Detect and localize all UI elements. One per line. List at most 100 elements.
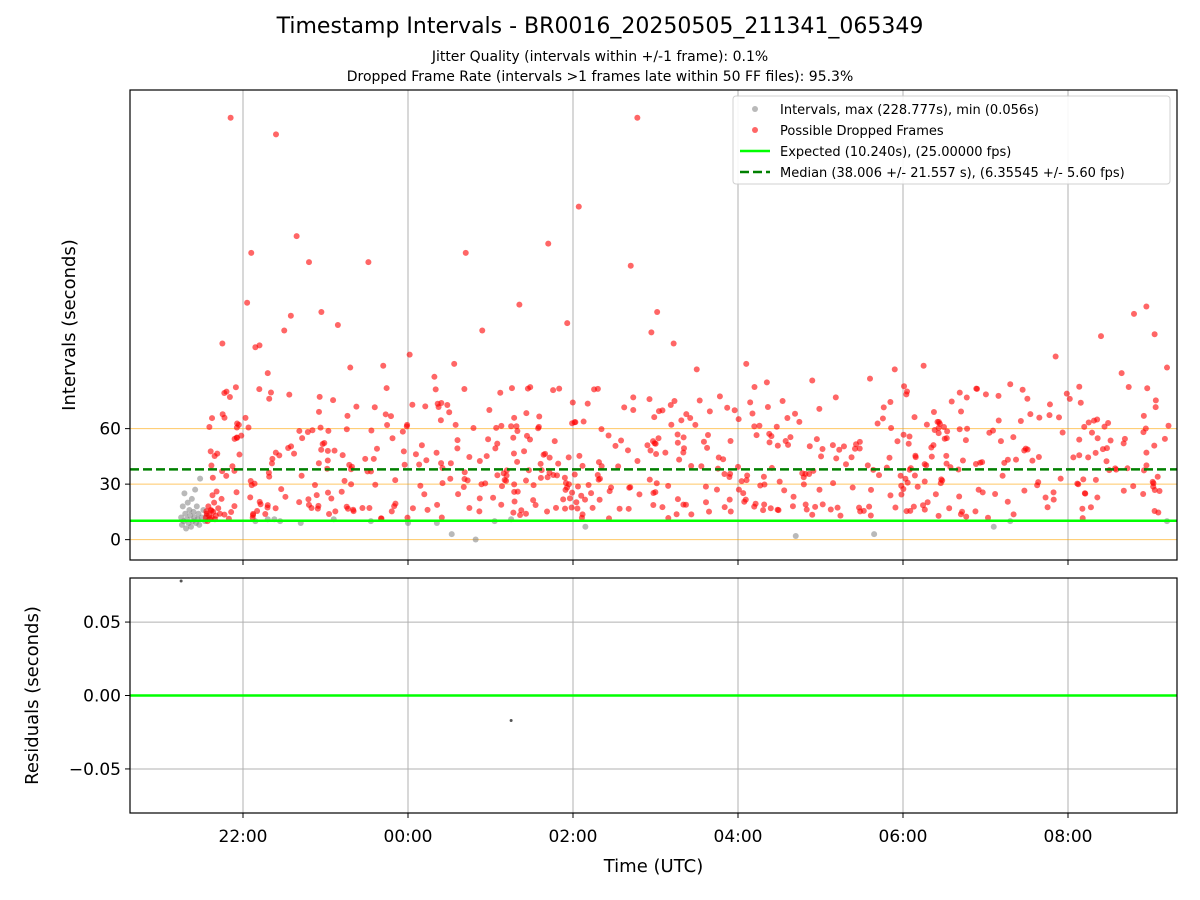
- dropped-frame-point: [503, 477, 510, 484]
- dropped-frame-point: [513, 423, 520, 430]
- dropped-frame-point: [598, 426, 605, 433]
- dropped-frame-point: [497, 389, 504, 396]
- dropped-frame-point: [1024, 395, 1031, 402]
- dropped-frame-point: [565, 454, 572, 461]
- dropped-frame-point: [1149, 478, 1156, 485]
- dropped-frame-point: [1010, 434, 1017, 441]
- interval-point: [448, 531, 455, 538]
- dropped-frame-point: [248, 249, 255, 256]
- dropped-frame-point: [935, 512, 942, 519]
- dropped-frame-point: [269, 455, 276, 462]
- dropped-frame-point: [498, 422, 505, 429]
- dropped-frame-point: [350, 508, 357, 515]
- dropped-frame-point: [282, 493, 289, 500]
- dropped-frame-point: [554, 472, 561, 479]
- dropped-frame-point: [1144, 385, 1151, 392]
- dropped-frame-point: [446, 409, 453, 416]
- dropped-frame-point: [286, 391, 293, 398]
- legend-entry: Possible Dropped Frames: [780, 124, 944, 139]
- dropped-frame-point: [995, 417, 1002, 424]
- interval-point: [181, 490, 188, 497]
- dropped-frame-point: [288, 443, 295, 450]
- dropped-frame-point: [800, 474, 807, 481]
- legend-entry: Median (38.006 +/- 21.557 s), (6.35545 +…: [780, 166, 1125, 181]
- dropped-frame-point: [447, 460, 454, 467]
- dropped-frame-point: [982, 391, 989, 398]
- dropped-frame-point: [316, 393, 323, 400]
- dropped-frame-point: [334, 322, 341, 328]
- dropped-frame-point: [1085, 454, 1092, 461]
- dropped-frame-point: [930, 442, 937, 449]
- dropped-frame-point: [595, 476, 602, 483]
- dropped-frame-point: [476, 495, 483, 502]
- dropped-frame-point: [1077, 399, 1084, 406]
- dropped-frame-point: [516, 301, 523, 308]
- dropped-frame-point: [761, 501, 768, 508]
- dropped-frame-point: [678, 417, 685, 424]
- dropped-frame-point: [575, 203, 582, 210]
- dropped-frame-point: [213, 488, 220, 495]
- dropped-frame-point: [400, 448, 407, 455]
- dropped-frame-point: [317, 424, 324, 431]
- dropped-frame-point: [281, 327, 288, 334]
- dropped-frame-point: [462, 249, 469, 256]
- dropped-frame-point: [747, 399, 754, 406]
- interval-point: [197, 475, 204, 482]
- dropped-frame-point: [674, 431, 681, 438]
- dropped-frame-point: [518, 507, 525, 514]
- dropped-frame-point: [326, 510, 333, 517]
- dropped-frame-point: [948, 398, 955, 405]
- dropped-frame-point: [594, 385, 601, 392]
- dropped-frame-point: [903, 391, 910, 398]
- dropped-frame-point: [370, 455, 377, 462]
- dropped-frame-point: [517, 512, 524, 519]
- dropped-frame-point: [498, 501, 505, 508]
- dropped-frame-point: [383, 385, 390, 392]
- dropped-frame-point: [421, 491, 428, 498]
- dropped-frame-point: [806, 471, 813, 478]
- dropped-frame-point: [272, 449, 279, 456]
- dropped-frame-point: [818, 453, 825, 460]
- dropped-frame-point: [1151, 487, 1158, 494]
- x-tick-label: 04:00: [714, 827, 763, 847]
- dropped-frame-point: [537, 460, 544, 467]
- dropped-frame-point: [673, 511, 680, 518]
- chart-title: Timestamp Intervals - BR0016_20250505_21…: [276, 14, 924, 39]
- dropped-frame-point: [514, 458, 521, 465]
- dropped-frame-point: [236, 451, 243, 458]
- dropped-frame-point: [328, 495, 335, 502]
- dropped-frame-point: [545, 240, 552, 247]
- dropped-frame-point: [832, 394, 839, 401]
- dropped-frame-point: [1092, 449, 1099, 456]
- dropped-frame-point: [422, 403, 429, 410]
- dropped-frame-point: [1044, 504, 1051, 511]
- residual-point: [509, 718, 513, 722]
- dropped-frame-point: [700, 438, 707, 445]
- legend-entry: Expected (10.240s), (25.00000 fps): [780, 145, 1011, 160]
- dropped-frame-point: [313, 492, 320, 499]
- dropped-frame-point: [207, 448, 214, 455]
- dropped-frame-point: [1017, 418, 1024, 425]
- dropped-frame-point: [231, 503, 238, 510]
- dropped-frame-point: [1103, 458, 1110, 465]
- dropped-frame-point: [1013, 456, 1020, 463]
- dropped-frame-point: [1080, 476, 1087, 483]
- dropped-frame-point: [232, 384, 239, 391]
- dropped-frame-point: [1066, 395, 1073, 402]
- dropped-frame-point: [510, 509, 517, 516]
- dropped-frame-point: [1151, 331, 1158, 338]
- dropped-frame-point: [790, 493, 797, 500]
- dropped-frame-point: [751, 503, 758, 510]
- dropped-frame-point: [879, 415, 886, 422]
- dropped-frame-point: [784, 414, 791, 421]
- dropped-frame-point: [680, 434, 687, 441]
- dropped-frame-point: [580, 418, 587, 425]
- dropped-frame-point: [493, 424, 500, 431]
- dropped-frame-point: [848, 454, 855, 461]
- dropped-frame-point: [409, 505, 416, 512]
- dropped-frame-point: [561, 474, 568, 481]
- dropped-frame-point: [530, 482, 537, 489]
- interval-point: [193, 503, 200, 510]
- dropped-frame-point: [1131, 310, 1137, 317]
- dropped-frame-point: [773, 423, 780, 430]
